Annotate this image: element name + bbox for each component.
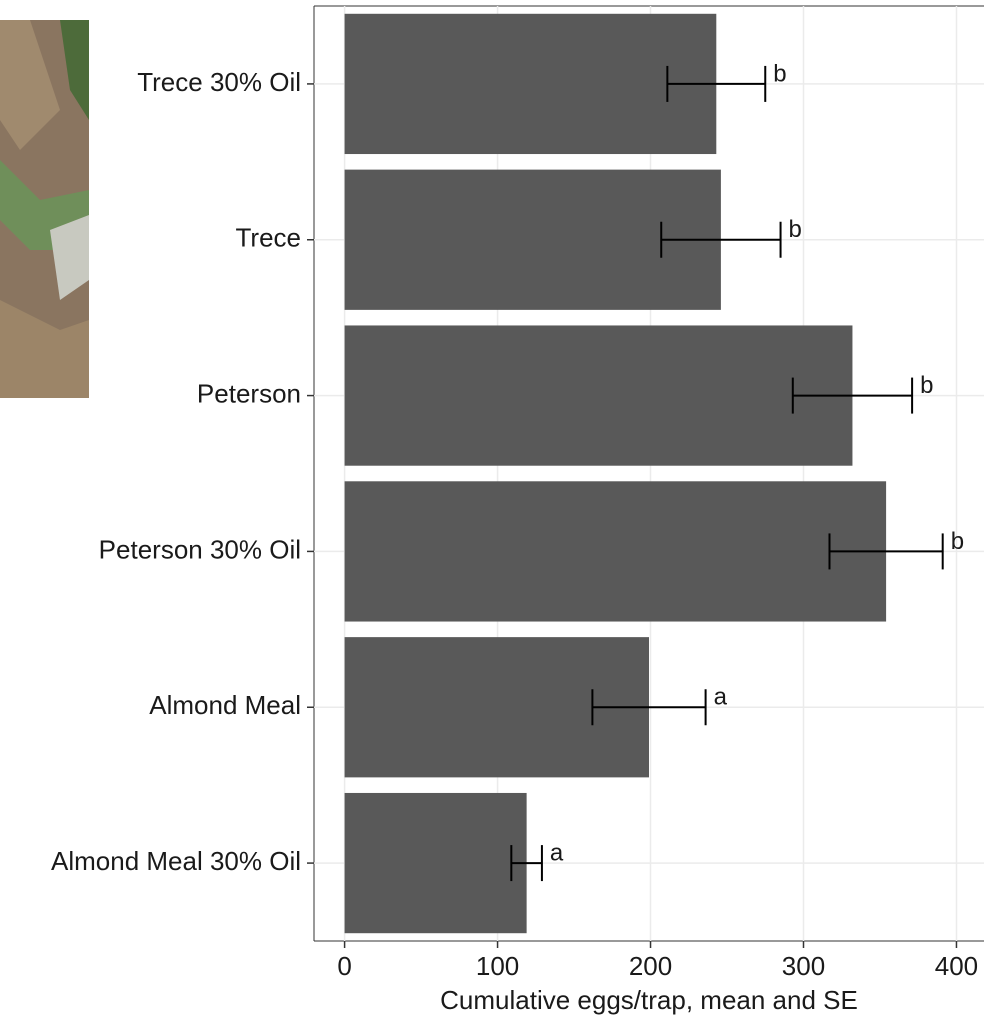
x-axis-title: Cumulative eggs/trap, mean and SE bbox=[440, 985, 858, 1015]
x-tick-label: 300 bbox=[782, 951, 825, 981]
y-tick-label: Almond Meal bbox=[149, 690, 301, 720]
y-tick-label: Almond Meal 30% Oil bbox=[51, 846, 301, 876]
bar bbox=[345, 481, 887, 621]
y-tick-label: Trece bbox=[236, 223, 302, 253]
significance-letter: b bbox=[773, 60, 786, 87]
bar bbox=[345, 325, 853, 465]
x-tick-label: 0 bbox=[337, 951, 351, 981]
significance-letter: a bbox=[550, 839, 564, 866]
x-tick-label: 200 bbox=[629, 951, 672, 981]
y-tick-label: Peterson 30% Oil bbox=[99, 534, 301, 564]
x-tick-label: 100 bbox=[476, 951, 519, 981]
chart: Cumulative eggs/trap, mean and SE 0 100 20… bbox=[0, 0, 984, 1018]
y-tick-label: Trece 30% Oil bbox=[137, 67, 301, 97]
bar bbox=[345, 793, 527, 933]
significance-letter: b bbox=[789, 216, 802, 243]
significance-letter: b bbox=[951, 528, 964, 555]
photo bbox=[0, 20, 89, 398]
y-tick-label: Peterson bbox=[197, 378, 301, 408]
significance-letter: a bbox=[714, 684, 728, 711]
bar bbox=[345, 14, 717, 154]
x-tick-label: 400 bbox=[935, 951, 978, 981]
significance-letter: b bbox=[920, 372, 933, 399]
